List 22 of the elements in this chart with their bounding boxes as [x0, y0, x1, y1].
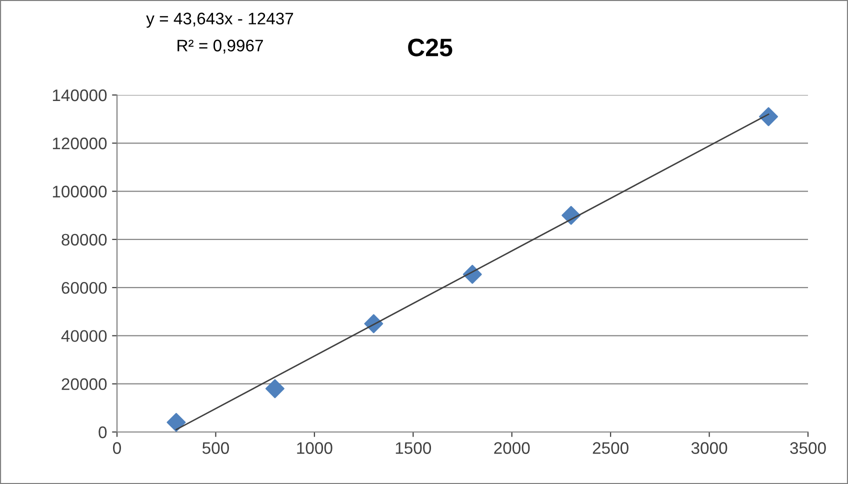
text: R² = 0,9967 [178, 40, 263, 54]
y-tick-label: 40000 [61, 330, 107, 342]
y-tick-label: 20000 [62, 378, 107, 390]
x-tick-label: 500 [202, 442, 229, 454]
x-tick-label: 1500 [396, 442, 432, 454]
x-tick-label: 1000 [297, 442, 332, 454]
x-tick-label: 0 [113, 442, 121, 454]
x-tick-label: 2000 [494, 442, 530, 454]
point [265, 379, 284, 398]
text: y = 43,643x - 12437 [146, 12, 294, 28]
y-tick-label: 60000 [62, 282, 107, 294]
x-tick-label: 3000 [691, 442, 728, 454]
x-tick-label: 2500 [592, 442, 628, 454]
y-tick-label: 120000 [52, 138, 107, 150]
x-tick-label: 3500 [790, 442, 826, 454]
y-tick-label: 0 [98, 426, 107, 438]
point [166, 412, 186, 432]
y-tick-label: 80000 [62, 234, 107, 246]
y-tick-label: 140000 [52, 89, 107, 102]
point [759, 107, 778, 126]
chart-title: C25 [408, 38, 452, 56]
y-tick-label: 100000 [52, 186, 107, 198]
